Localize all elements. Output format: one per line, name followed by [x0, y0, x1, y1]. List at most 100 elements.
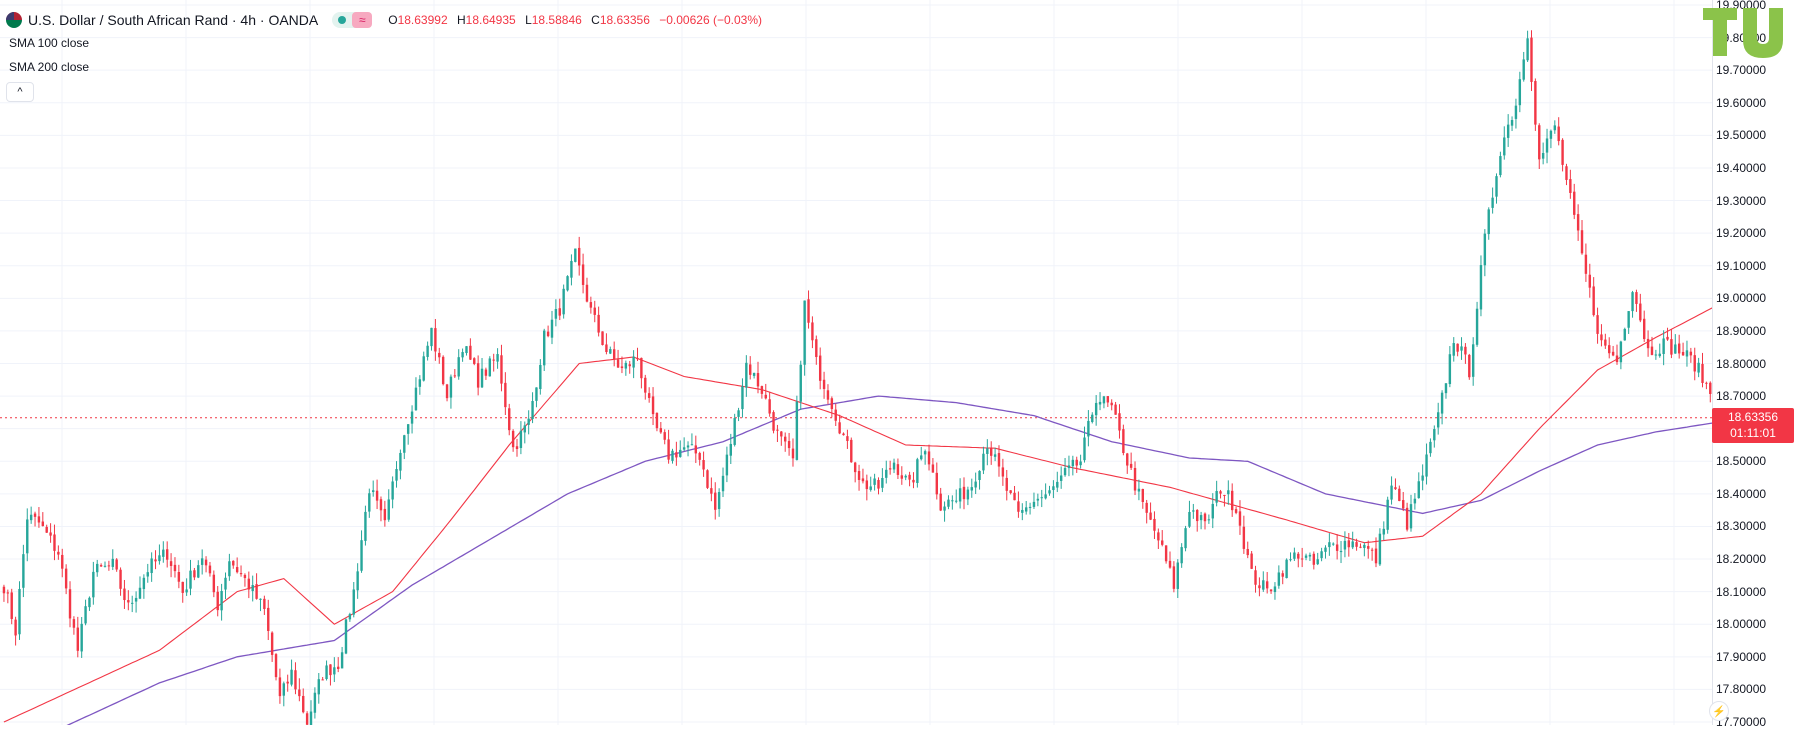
candle-body: [325, 665, 328, 680]
candle-body: [791, 448, 795, 459]
candle-body: [64, 568, 68, 589]
candle-body: [1001, 467, 1005, 477]
price-chart[interactable]: [0, 0, 1712, 725]
candle-body: [1184, 528, 1187, 549]
candle-body: [1254, 570, 1257, 585]
candle-body: [733, 418, 736, 445]
candle-body: [53, 534, 56, 551]
candle-body: [1506, 124, 1510, 138]
price-tick-label: 18.10000: [1716, 584, 1767, 599]
candle-body: [1048, 490, 1051, 494]
candle-body: [896, 464, 900, 475]
sma100-line: [3, 307, 1712, 723]
candle-body: [1207, 519, 1211, 521]
last-price-tag: 18.63356 01:11:01: [1712, 407, 1794, 443]
candle-body: [939, 493, 942, 511]
candle-body: [857, 471, 861, 480]
candle-body: [1161, 540, 1164, 545]
candle-body: [1044, 494, 1047, 499]
candle-body: [1126, 453, 1129, 466]
candle-body: [177, 572, 181, 582]
candle-body: [1230, 490, 1234, 511]
candle-body: [107, 565, 111, 567]
candle-body: [624, 362, 628, 369]
candle-body: [1359, 546, 1362, 548]
lightning-icon[interactable]: ⚡: [1709, 701, 1729, 721]
candle-body: [1374, 548, 1378, 564]
candle-body: [577, 247, 581, 266]
indicator-sma100[interactable]: SMA 100 close: [9, 36, 90, 50]
candle-body: [18, 588, 21, 635]
candle-body: [881, 477, 884, 488]
visibility-toggle[interactable]: ≈: [332, 12, 373, 28]
candle-body: [119, 569, 122, 589]
candle-body: [1654, 354, 1658, 356]
candle-body: [1164, 545, 1168, 562]
candle-body: [741, 386, 744, 410]
price-tick-label: 18.90000: [1716, 323, 1767, 338]
candle-body: [1576, 214, 1580, 231]
candle-body: [181, 581, 184, 593]
candle-body: [1689, 351, 1693, 356]
candle-body: [780, 431, 783, 437]
candle-body: [169, 561, 173, 566]
candle-body: [1666, 336, 1669, 340]
candle-body: [850, 439, 853, 463]
candle-body: [846, 436, 849, 441]
candle-body: [1709, 382, 1712, 395]
candle-body: [37, 516, 41, 523]
candle-body: [1390, 485, 1393, 500]
candle-body: [1324, 547, 1327, 552]
price-tick-label: 19.20000: [1716, 226, 1767, 241]
candle-body: [1604, 339, 1607, 346]
price-tick-label: 18.20000: [1716, 552, 1767, 567]
candle-body: [966, 489, 970, 500]
candle-body: [290, 669, 293, 685]
candle-body: [337, 666, 340, 669]
candle-body: [49, 532, 52, 536]
candle-body: [1145, 502, 1148, 513]
price-tick-label: 18.50000: [1716, 454, 1767, 469]
candle-body: [344, 619, 348, 654]
candle-body: [1238, 511, 1242, 526]
candle-body: [131, 602, 134, 604]
candle-body: [1588, 274, 1591, 288]
candle-body: [838, 422, 841, 434]
candle-body: [686, 445, 690, 448]
candle-body: [764, 394, 767, 399]
candle-body: [1223, 494, 1226, 496]
indicator-sma200[interactable]: SMA 200 close: [9, 60, 90, 74]
candle-body: [68, 589, 72, 619]
candle-body: [651, 396, 655, 415]
candle-body: [663, 432, 666, 440]
candle-body: [1246, 548, 1249, 556]
candle-body: [1627, 311, 1630, 328]
candle-body: [1518, 79, 1522, 106]
candle-body: [1087, 420, 1090, 437]
candle-body: [391, 481, 394, 500]
candle-body: [593, 307, 596, 315]
candle-body: [41, 521, 45, 527]
candle-body: [1394, 487, 1397, 490]
candle-body: [1635, 292, 1638, 304]
candle-body: [671, 450, 674, 461]
candle-body: [1503, 137, 1506, 156]
price-tick-label: 19.10000: [1716, 258, 1767, 273]
candle-body: [993, 454, 997, 457]
candle-body: [414, 387, 418, 411]
candle-body: [1137, 488, 1141, 492]
wave-icon[interactable]: ≈: [352, 12, 373, 28]
candle-body: [970, 487, 973, 491]
candle-body: [492, 359, 495, 361]
candle-body: [406, 424, 410, 434]
collapse-indicators-button[interactable]: ^: [6, 82, 34, 102]
candle-body: [449, 376, 453, 398]
candle-body: [115, 559, 118, 570]
price-axis[interactable]: [1712, 0, 1800, 725]
candle-body: [1269, 589, 1273, 592]
candle-body: [1059, 475, 1063, 481]
candle-body: [1639, 303, 1642, 321]
candle-body: [1067, 465, 1071, 469]
candle-body: [694, 445, 698, 454]
symbol-title[interactable]: U.S. Dollar / South African Rand · 4h · …: [28, 12, 319, 28]
